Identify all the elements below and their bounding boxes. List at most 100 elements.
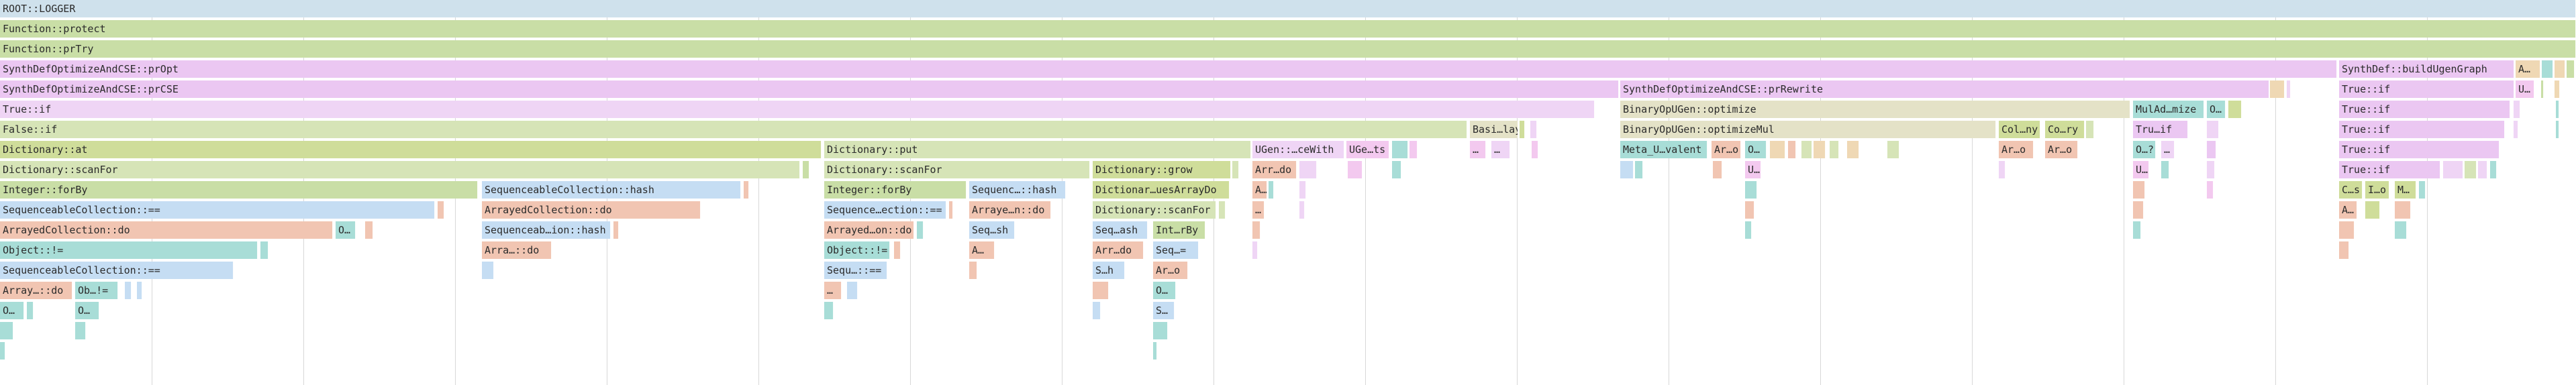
stack-frame[interactable]: Object::!= [824,241,890,259]
stack-frame[interactable]: BinaryOpUGen::optimizeMul [1620,121,1996,138]
stack-frame[interactable]: Dictionary::scanFor [0,161,800,178]
stack-frame[interactable] [1093,302,1101,319]
stack-frame[interactable] [1409,141,1418,158]
stack-frame[interactable]: Sequenceab…ion::hash [482,221,611,239]
stack-frame[interactable]: A… [2339,201,2357,219]
stack-frame[interactable] [2567,60,2575,78]
stack-frame[interactable]: Array…::do [0,282,72,299]
stack-frame[interactable]: … [1491,141,1510,158]
stack-frame[interactable]: Tru…if [2133,121,2188,138]
stack-frame[interactable] [2086,121,2094,138]
stack-frame[interactable] [969,262,977,279]
stack-frame[interactable]: Dictionary::at [0,141,822,158]
stack-frame[interactable] [2207,121,2219,138]
stack-frame[interactable]: … [1252,201,1265,219]
stack-frame[interactable]: A… [2516,60,2540,78]
stack-frame[interactable] [1530,121,1537,138]
stack-frame[interactable] [1788,141,1796,158]
stack-frame[interactable] [1219,201,1226,219]
stack-frame[interactable]: S… [1153,302,1175,319]
stack-frame[interactable] [75,322,86,339]
stack-frame[interactable] [847,282,858,299]
stack-frame[interactable] [894,241,901,259]
stack-frame[interactable]: Ar…o [1712,141,1741,158]
stack-frame[interactable] [482,262,494,279]
stack-frame[interactable]: Arr…do [1093,241,1144,259]
stack-frame[interactable]: U… [2516,80,2534,98]
stack-frame[interactable]: Ob…!= [75,282,118,299]
stack-frame[interactable]: ROOT::LOGGER [0,0,2576,17]
stack-frame[interactable] [260,241,268,259]
stack-frame[interactable]: … [1470,141,1486,158]
stack-frame[interactable] [1299,201,1305,219]
stack-frame[interactable] [1801,141,1812,158]
stack-frame[interactable] [2133,181,2145,199]
stack-frame[interactable]: Meta_U…valent [1620,141,1707,158]
stack-frame[interactable]: U… [2133,161,2149,178]
stack-frame[interactable] [1348,161,1363,178]
stack-frame[interactable]: SynthDefOptimizeAndCSE::prOpt [0,60,2337,78]
stack-frame[interactable]: O… [2207,101,2226,118]
stack-frame[interactable] [2339,221,2355,239]
stack-frame[interactable]: True::if [2339,161,2440,178]
stack-frame[interactable] [137,282,142,299]
stack-frame[interactable]: Function::protect [0,20,2576,38]
stack-frame[interactable] [2541,80,2544,98]
stack-frame[interactable] [125,282,132,299]
stack-frame[interactable] [1252,241,1258,259]
stack-frame[interactable] [1299,161,1317,178]
stack-frame[interactable] [2339,241,2349,259]
stack-frame[interactable]: Ar…o [1999,141,2034,158]
stack-frame[interactable]: A… [969,241,995,259]
stack-frame[interactable]: C…s [2339,181,2363,199]
stack-frame[interactable] [1392,161,1401,178]
stack-frame[interactable]: UGen::…ceWith [1252,141,1344,158]
stack-frame[interactable] [438,201,444,219]
stack-frame[interactable] [1392,141,1408,158]
stack-frame[interactable] [824,302,834,319]
stack-frame[interactable] [1232,161,1239,178]
stack-frame[interactable]: True::if [2339,121,2505,138]
stack-frame[interactable]: MulAd…mize [2133,101,2204,118]
stack-frame[interactable] [2207,161,2215,178]
stack-frame[interactable] [2207,181,2214,199]
stack-frame[interactable] [2133,221,2141,239]
stack-frame[interactable]: O… [1153,282,1176,299]
stack-frame[interactable] [2395,221,2407,239]
stack-frame[interactable]: ArrayedCollection::do [482,201,701,219]
stack-frame[interactable] [744,181,749,199]
stack-frame[interactable]: Arrayed…on::do [824,221,914,239]
stack-frame[interactable]: SynthDefOptimizeAndCSE::prRewrite [1620,80,2269,98]
stack-frame[interactable] [2287,80,2291,98]
stack-frame[interactable]: Arraye…n::do [969,201,1051,219]
stack-frame[interactable] [2514,121,2518,138]
stack-frame[interactable]: Ar…o [2045,141,2078,158]
stack-frame[interactable]: … [2161,141,2175,158]
stack-frame[interactable] [2133,201,2144,219]
stack-frame[interactable] [1532,141,1538,158]
stack-frame[interactable]: Seq…sh [969,221,1015,239]
stack-frame[interactable] [1745,221,1752,239]
stack-frame[interactable] [2395,201,2411,219]
stack-frame[interactable] [1745,201,1754,219]
stack-frame[interactable] [0,342,5,360]
stack-frame[interactable]: O… [0,302,24,319]
stack-frame[interactable]: Ar…o [1153,262,1188,279]
stack-frame[interactable] [1153,322,1168,339]
stack-frame[interactable]: Int…rBy [1153,221,1205,239]
stack-frame[interactable]: True::if [2339,141,2499,158]
stack-frame[interactable]: False::if [0,121,1467,138]
stack-frame[interactable] [1299,181,1306,199]
stack-frame[interactable]: Sequ…::== [824,262,887,279]
stack-frame[interactable] [2490,161,2497,178]
stack-frame[interactable] [613,221,619,239]
stack-frame[interactable] [1093,282,1109,299]
stack-frame[interactable] [1713,161,1722,178]
stack-frame[interactable]: A… [1252,181,1267,199]
stack-frame[interactable]: I…o [2365,181,2389,199]
stack-frame[interactable] [1887,141,1899,158]
stack-frame[interactable]: O… [75,302,99,319]
stack-frame[interactable] [2542,60,2553,78]
stack-frame[interactable] [0,322,13,339]
stack-frame[interactable] [2365,201,2380,219]
